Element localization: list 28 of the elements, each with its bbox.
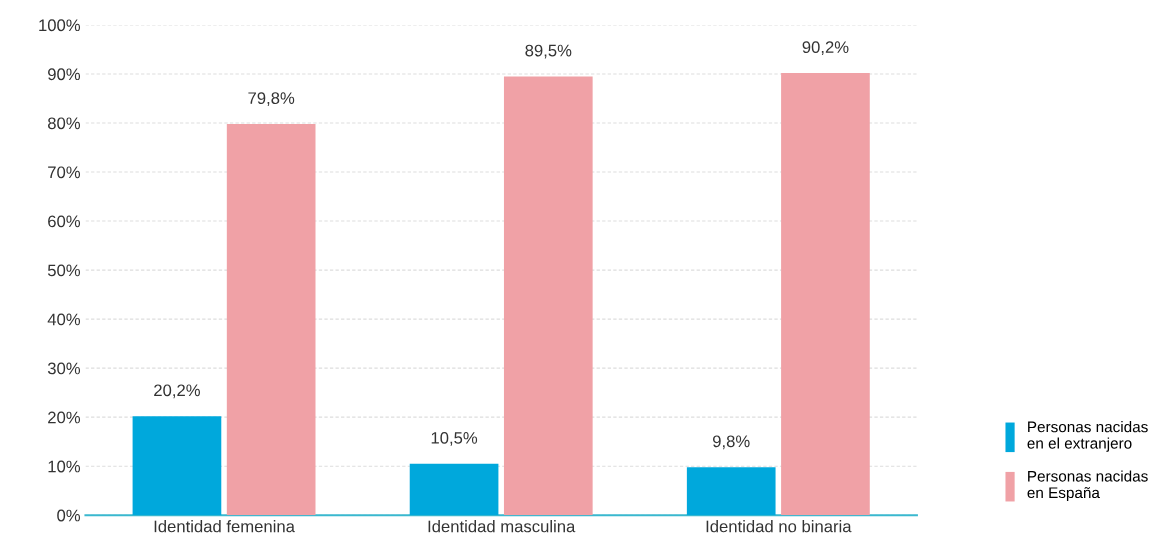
y-tick-label: 90% (48, 68, 81, 81)
data-label: 20,2% (154, 384, 200, 399)
bar (226, 123, 316, 516)
y-tick-label: 10% (48, 460, 81, 473)
data-label: 10,5% (431, 431, 478, 446)
bar (686, 467, 776, 516)
y-tick-label: 0% (57, 509, 81, 522)
y-tick-label: 30% (47, 362, 81, 375)
y-tick-label: 70% (48, 166, 81, 179)
legend-label: Personas nacidas en España (1027, 470, 1148, 502)
y-tick-label: 20% (48, 411, 81, 424)
y-tick-label: 40% (47, 313, 81, 326)
data-label: 79,8% (248, 92, 295, 106)
bar (781, 72, 870, 516)
bar (409, 463, 499, 516)
bar (132, 416, 222, 516)
data-label: 9,8% (713, 435, 750, 450)
data-label: 90,2% (802, 41, 849, 55)
bar (503, 76, 593, 516)
y-tick-label: 100% (39, 19, 81, 32)
y-tick-label: 60% (48, 215, 81, 228)
x-tick-label: Identidad femenina (154, 520, 295, 533)
y-tick-label: 80% (47, 117, 81, 130)
x-tick-label: Identidad masculina (428, 520, 576, 533)
y-tick-label: 50% (47, 264, 81, 277)
x-tick-label: Identidad no binaria (706, 520, 852, 533)
legend-label: Personas nacidas en el extranjero (1027, 421, 1148, 452)
data-label: 89,5% (525, 44, 572, 59)
